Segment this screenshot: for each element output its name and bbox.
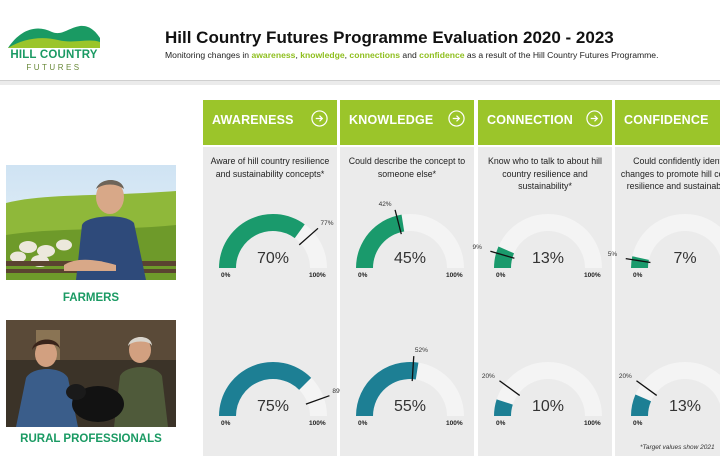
audience-label-rural-professionals: RURAL PROFESSIONALS [20,433,162,445]
logo-text-sub: FUTURES [26,63,82,72]
gauge-track [494,361,602,416]
category-description: Aware of hill country resilience and sus… [210,156,330,179]
target-values-note: *Target values show 2021 [640,444,715,451]
gauge-min-label: 0% [633,272,643,279]
gauge-min-label: 0% [633,420,643,427]
gauge-chart [625,213,720,268]
gauge-max-label: 100% [309,272,326,279]
subtitle-keyword: knowledge [300,50,345,60]
gauge-min-label: 0% [496,420,506,427]
gauge-min-label: 0% [358,272,368,279]
gauge-target-label: 52% [414,347,428,355]
gauge-value-label: 70% [256,250,290,267]
farmer-photo [6,165,176,280]
page-subtitle: Monitoring changes in awareness, knowled… [165,50,658,60]
page-title: Hill Country Futures Programme Evaluatio… [165,28,614,47]
subtitle-text: as a result of the Hill Country Futures … [464,50,659,60]
hill-country-futures-logo[interactable]: HILL COUNTRY FUTURES [8,22,108,74]
subtitle-keyword: confidence [419,50,465,60]
category-label: CONFIDENCE [624,113,709,127]
gauge-value-arc [356,214,405,268]
gauge-value-arc [494,246,515,268]
category-description: Could confidently identify changes to pr… [620,156,720,191]
gauge-target-marker [298,227,319,246]
gauge-target-label: 20% [481,372,495,380]
audience-label-farmers: FARMERS [62,292,120,304]
gauge-target-marker [411,356,415,382]
gauge-target-marker [499,380,521,396]
category-label: CONNECTION [487,113,574,127]
gauge-value-label: 45% [393,250,427,267]
gauge-value-arc [631,256,649,268]
gauge-target-label: 20% [618,372,632,380]
gauge-value-arc [356,362,419,416]
gauge-target-label: 89% [332,387,346,395]
gauge-value-label: 10% [531,398,565,415]
header: HILL COUNTRY FUTURES Hill Country Future… [0,0,720,81]
gauge-target-label: 9% [472,243,482,251]
gauge-chart [494,361,602,416]
chevron-right-circle-icon[interactable] [586,110,603,127]
gauge-value-arc [219,362,312,416]
subtitle-text: Monitoring changes in [165,50,252,60]
gauge-value-arc [631,394,652,416]
gauge-chart [219,213,327,268]
subtitle-text: and [400,50,420,60]
category-label: KNOWLEDGE [349,113,434,127]
category-header-confidence[interactable]: CONFIDENCE [615,100,720,145]
header-divider [0,81,720,85]
gauge-max-label: 100% [309,420,326,427]
gauge-value-label: 75% [256,398,290,415]
category-label: AWARENESS [212,113,294,127]
gauge-max-label: 100% [584,420,601,427]
gauge-target-marker [636,380,658,396]
category-header-awareness[interactable]: AWARENESS [203,100,337,145]
mountain-logo-icon [8,25,100,48]
category-description: Know who to talk to about hill country r… [488,156,602,191]
gauge-chart [356,356,464,416]
chevron-right-circle-icon[interactable] [311,110,328,127]
gauge-chart [219,361,330,416]
gauge-value-arc [494,399,513,416]
chevron-right-circle-icon[interactable] [448,110,465,127]
category-header-connection[interactable]: CONNECTION [478,100,612,145]
gauge-target-marker [625,257,651,264]
professionals-photo [6,320,176,435]
gauge-track [631,213,720,268]
category-description: Could describe the concept to someone el… [348,156,466,179]
gauge-chart [356,209,464,268]
gauge-target-marker [305,395,330,405]
gauge-target-label: 77% [320,219,334,227]
gauge-chart [490,213,602,268]
subtitle-keyword: awareness [251,50,296,60]
gauge-target-label: 42% [378,200,392,208]
gauge-min-label: 0% [496,272,506,279]
gauge-track [631,361,720,416]
gauge-value-label: 7% [673,250,697,267]
category-header-knowledge[interactable]: KNOWLEDGE [340,100,474,145]
gauge-min-label: 0% [221,272,231,279]
gauge-track [494,213,602,268]
gauge-max-label: 100% [446,420,463,427]
gauge-target-marker [490,250,515,259]
gauge-chart [631,361,720,416]
gauge-value-label: 13% [668,398,702,415]
gauge-max-label: 100% [446,272,463,279]
subtitle-keyword: connections [349,50,401,60]
gauge-target-marker [394,209,402,235]
gauge-max-label: 100% [584,272,601,279]
gauge-target-label: 5% [607,251,618,259]
gauge-min-label: 0% [221,420,231,427]
gauge-value-label: 13% [531,250,565,267]
gauge-value-arc [219,214,305,268]
logo-text-main: HILL COUNTRY [10,49,98,61]
gauge-min-label: 0% [358,420,368,427]
subtitle-text: , [344,50,350,60]
gauge-value-label: 55% [393,398,427,415]
subtitle-text: , [295,50,301,60]
